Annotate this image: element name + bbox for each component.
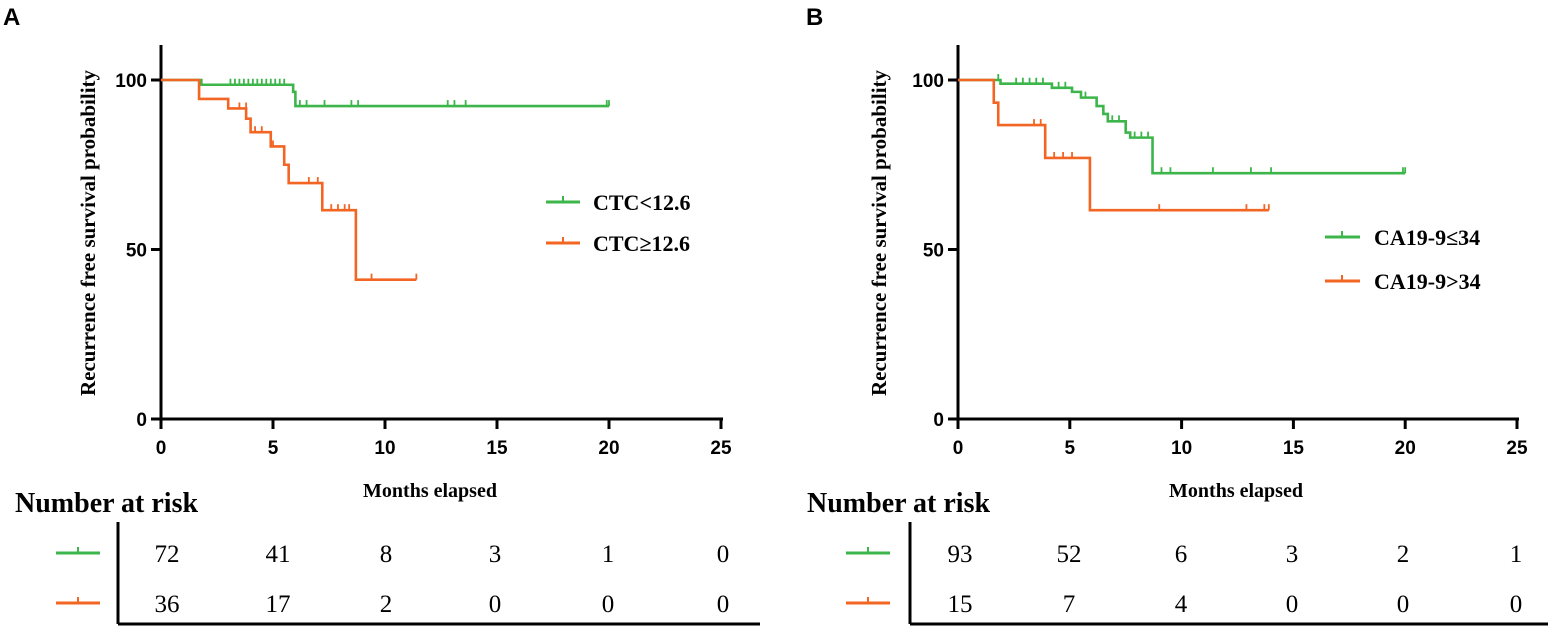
risk-value: 1 — [1510, 541, 1523, 568]
x-tick-label: 15 — [1283, 438, 1305, 459]
risk-value: 3 — [489, 541, 502, 568]
panel-b-tick-labels: 0 5 10 15 20 25 0 50 100 — [912, 71, 1528, 459]
panel-a-legend: CTC<12.6 CTC≥12.6 — [546, 190, 691, 256]
panel-b-label: B — [806, 4, 823, 31]
risk-value: 15 — [948, 591, 973, 618]
risk-value: 17 — [266, 591, 291, 618]
risk-row-swatch-green — [56, 547, 100, 555]
risk-value: 0 — [1397, 591, 1410, 618]
survival-curve-green — [161, 78, 609, 108]
x-tick-label: 20 — [1395, 438, 1416, 459]
risk-value: 36 — [155, 591, 180, 618]
risk-table-title: Number at risk — [15, 488, 198, 519]
panel-b-risk-table: Number at risk 93 52 6 3 2 1 15 7 4 0 0 … — [807, 488, 1548, 626]
panel-a-curves — [161, 78, 610, 281]
risk-value: 1 — [602, 541, 615, 568]
risk-value: 0 — [489, 591, 502, 618]
y-tick-label: 0 — [136, 410, 147, 431]
legend-item-ca199-high: CA19-9>34 — [1325, 269, 1481, 294]
x-tick-label: 5 — [268, 438, 279, 459]
panel-b-x-axis-label: Months elapsed — [1169, 480, 1303, 502]
panel-a: A 0 5 10 15 20 25 0 50 100 Recurrence fr… — [3, 4, 760, 626]
risk-value: 41 — [266, 541, 291, 568]
panel-a-x-axis-label: Months elapsed — [363, 480, 497, 502]
risk-row-swatch-orange — [846, 597, 890, 605]
x-tick-label: 25 — [1506, 438, 1528, 459]
x-tick-label: 20 — [598, 438, 619, 459]
panel-b-curves — [958, 74, 1407, 212]
y-tick-label: 100 — [912, 71, 944, 92]
x-tick-label: 0 — [953, 438, 964, 459]
panel-b-y-axis-label: Recurrence free survival probability — [867, 69, 891, 396]
x-tick-label: 5 — [1065, 438, 1076, 459]
survival-curve-green — [958, 78, 1406, 175]
y-tick-label: 0 — [933, 410, 944, 431]
survival-curve-orange — [161, 78, 417, 281]
legend-label: CA19-9>34 — [1374, 269, 1481, 294]
panel-a-plot: 0 5 10 15 20 25 0 50 100 — [115, 45, 732, 459]
x-tick-label: 10 — [1171, 438, 1192, 459]
risk-value: 2 — [380, 591, 393, 618]
risk-value: 0 — [717, 591, 730, 618]
panel-a-axes — [151, 45, 723, 429]
legend-label: CTC≥12.6 — [593, 231, 690, 256]
risk-row-swatch-green — [846, 547, 890, 555]
legend-item-ctc-low: CTC<12.6 — [546, 190, 691, 215]
risk-value: 93 — [948, 541, 973, 568]
panel-a-label: A — [3, 4, 20, 31]
x-tick-label: 10 — [374, 438, 395, 459]
risk-value: 6 — [1175, 541, 1188, 568]
panel-b-axes — [948, 45, 1519, 429]
risk-value: 4 — [1175, 591, 1188, 618]
risk-table-title: Number at risk — [807, 488, 990, 519]
legend-label: CTC<12.6 — [593, 190, 691, 215]
risk-value: 3 — [1286, 541, 1299, 568]
panel-a-y-axis-label: Recurrence free survival probability — [76, 69, 100, 396]
panel-b-plot: 0 5 10 15 20 25 0 50 100 — [912, 45, 1528, 459]
risk-value: 72 — [155, 541, 180, 568]
legend-item-ca199-low: CA19-9≤34 — [1325, 225, 1480, 250]
x-tick-label: 15 — [486, 438, 508, 459]
risk-value: 52 — [1057, 541, 1082, 568]
risk-value: 7 — [1063, 591, 1076, 618]
legend-label: CA19-9≤34 — [1374, 225, 1480, 250]
risk-value: 0 — [1286, 591, 1299, 618]
legend-item-ctc-high: CTC≥12.6 — [546, 231, 690, 256]
panel-b-legend: CA19-9≤34 CA19-9>34 — [1325, 225, 1481, 294]
y-tick-label: 50 — [923, 241, 944, 262]
risk-value: 0 — [717, 541, 730, 568]
risk-value: 8 — [380, 541, 393, 568]
panel-b: B 0 5 10 15 20 25 0 50 100 Recurrence fr… — [806, 4, 1548, 626]
x-tick-label: 25 — [710, 438, 732, 459]
risk-value: 2 — [1397, 541, 1410, 568]
risk-value: 0 — [602, 591, 615, 618]
survival-curve-orange — [958, 78, 1269, 212]
panel-a-risk-table: Number at risk 72 41 8 3 1 0 36 17 2 0 0… — [15, 488, 760, 626]
risk-row-swatch-orange — [56, 597, 100, 605]
x-tick-label: 0 — [156, 438, 167, 459]
y-tick-label: 100 — [115, 71, 147, 92]
panel-a-tick-labels: 0 5 10 15 20 25 0 50 100 — [115, 71, 732, 459]
y-tick-label: 50 — [126, 241, 147, 262]
risk-value: 0 — [1510, 591, 1523, 618]
